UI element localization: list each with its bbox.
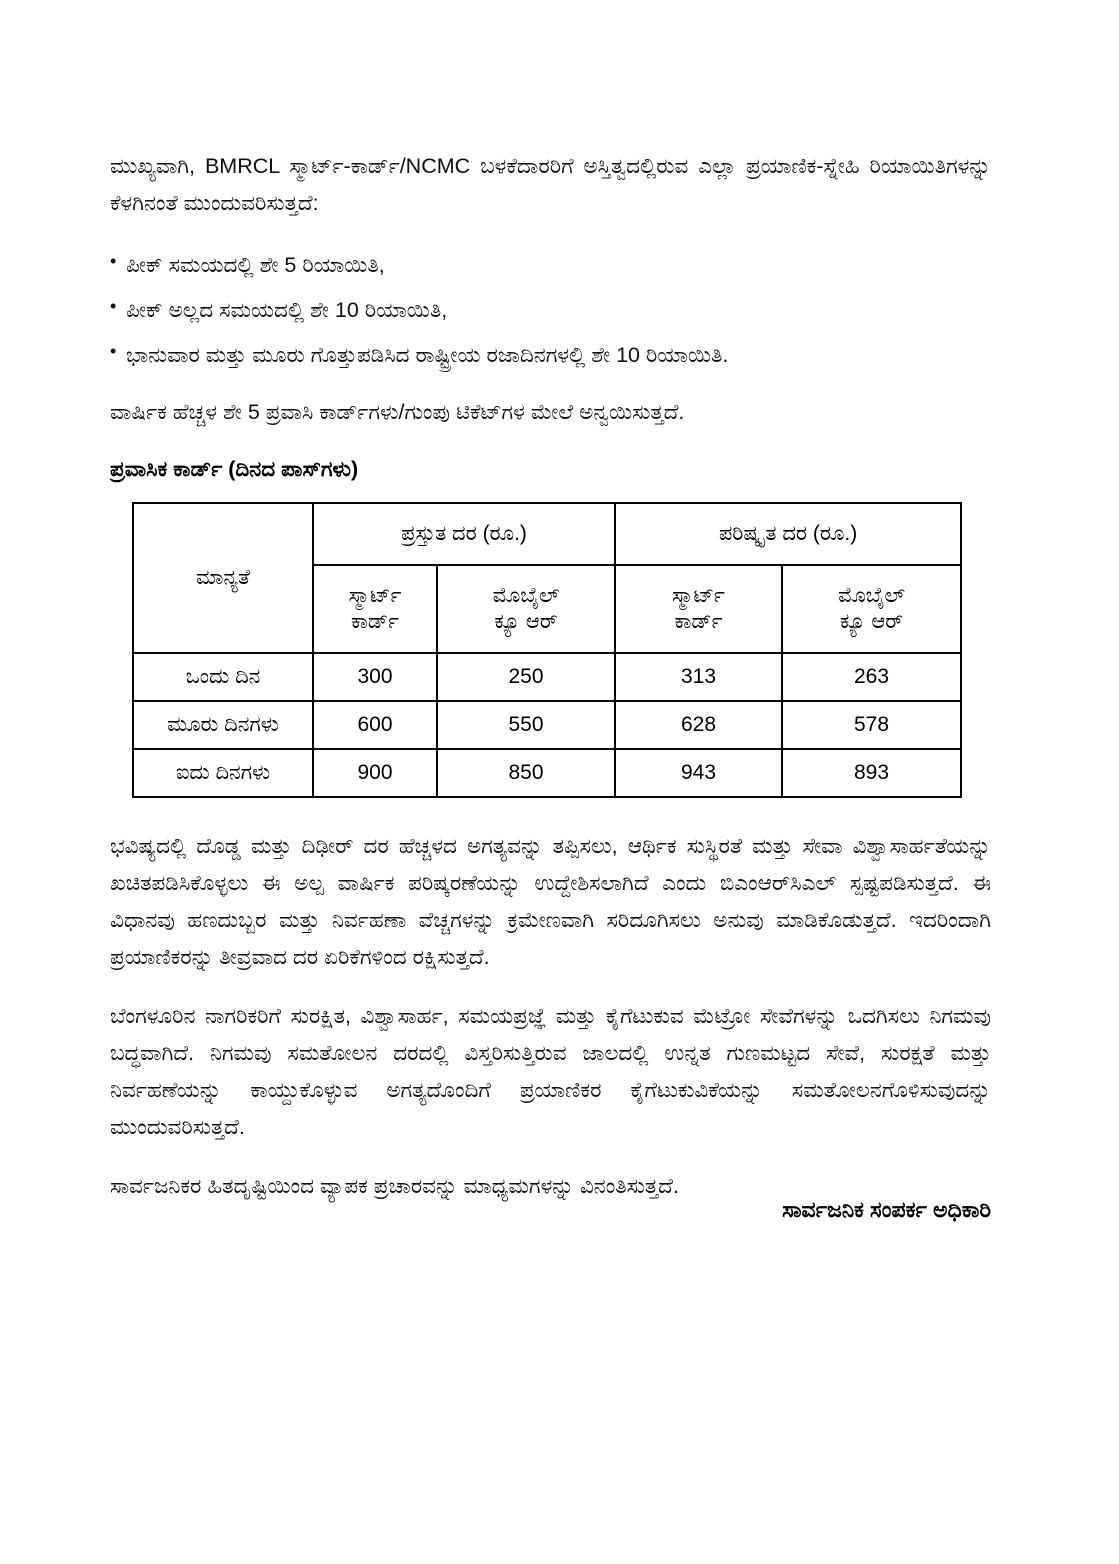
table-row: ಮೂರು ದಿನಗಳು 600 550 628 578: [132, 700, 963, 751]
header-validity: ಮಾನ್ಯತೆ: [132, 502, 314, 655]
cell-validity: ಒಂದು ದಿನ: [132, 652, 314, 703]
annual-increase-note: ವಾರ್ಷಿಕ ಹೆಚ್ಚಳ ಶೇ 5 ಪ್ರವಾಸಿ ಕಾರ್ಡ್‌ಗಳು/ಗ…: [110, 400, 685, 425]
table-body: ಒಂದು ದಿನ 300 250 313 263 ಮೂರು ದಿನಗಳು 600…: [132, 652, 963, 799]
cell-revised-smart-card: 943: [614, 748, 783, 799]
fare-table-heading: ಪ್ರವಾಸಿಕ ಕಾರ್ಡ್ (ದಿನದ ಪಾಸ್‌ಗಳು): [110, 457, 359, 482]
cell-current-smart-card: 300: [312, 652, 438, 703]
cell-revised-mobile-qr: 893: [780, 748, 963, 799]
bullet-sunday-holiday-discount: ಭಾನುವಾರ ಮತ್ತು ಮೂರು ಗೊತ್ತುಪಡಿಸಿದ ರಾಷ್ಟ್ರೀ…: [110, 337, 991, 373]
smart-card-label-line1: ಸ್ಮಾರ್ಟ್: [672, 583, 725, 607]
cell-revised-smart-card: 313: [614, 652, 783, 703]
bullet-peak-discount: ಪೀಕ್ ಸಮಯದಲ್ಲಿ ಶೇ 5 ರಿಯಾಯಿತಿ,: [110, 247, 991, 283]
header-revised-smart-card: ಸ್ಮಾರ್ಟ್ ಕಾರ್ಡ್: [614, 564, 783, 655]
cell-revised-mobile-qr: 578: [780, 700, 963, 751]
mobile-qr-label-line1: ಮೊಬೈಲ್: [838, 583, 905, 607]
mobile-qr-label-line2: ಕ್ಯೂ ಆರ್: [839, 610, 904, 634]
cell-current-smart-card: 600: [312, 700, 438, 751]
header-revised-rate: ಪರಿಷ್ಕೃತ ದರ (ರೂ.): [613, 502, 963, 567]
smart-card-label-line2: ಕಾರ್ಡ್: [351, 610, 399, 634]
bullet-offpeak-discount: ಪೀಕ್ ಅಲ್ಲದ ಸಮಯದಲ್ಲಿ ಶೇ 10 ರಿಯಾಯಿತಿ,: [110, 292, 991, 328]
cell-validity: ಐದು ದಿನಗಳು: [132, 748, 314, 799]
header-current-rate: ಪ್ರಸ್ತುತ ದರ (ರೂ.): [312, 502, 616, 567]
fare-table-container: ಮಾನ್ಯತೆ ಪ್ರಸ್ತುತ ದರ (ರೂ.) ಪರಿಷ್ಕೃತ ದರ (ರ…: [132, 502, 991, 799]
cell-current-smart-card: 900: [312, 748, 438, 799]
cell-validity: ಮೂರು ದಿನಗಳು: [132, 700, 314, 751]
smart-card-label-line2: ಕಾರ್ಡ್: [674, 610, 723, 634]
tourist-card-fare-table: ಮಾನ್ಯತೆ ಪ್ರಸ್ತುತ ದರ (ರೂ.) ಪರಿಷ್ಕೃತ ದರ (ರ…: [132, 502, 963, 799]
cell-current-mobile-qr: 250: [436, 652, 616, 703]
cell-revised-mobile-qr: 263: [780, 652, 963, 703]
cell-current-mobile-qr: 850: [436, 748, 616, 799]
cell-current-mobile-qr: 550: [436, 700, 616, 751]
table-row: ಐದು ದಿನಗಳು 900 850 943 893: [132, 748, 963, 799]
cell-revised-smart-card: 628: [614, 700, 783, 751]
header-revised-mobile-qr: ಮೊಬೈಲ್ ಕ್ಯೂ ಆರ್: [780, 564, 963, 655]
body-paragraph-commitment: ಬೆಂಗಳೂರಿನ ನಾಗರಿಕರಿಗೆ ಸುರಕ್ಷಿತ, ವಿಶ್ವಾಸಾರ…: [110, 1004, 991, 1140]
lead-paragraph: ಮುಖ್ಯವಾಗಿ, BMRCL ಸ್ಮಾರ್ಟ್-ಕಾರ್ಡ್/NCMC ಬಳ…: [110, 154, 991, 215]
table-header-row-groups: ಮಾನ್ಯತೆ ಪ್ರಸ್ತುತ ದರ (ರೂ.) ಪರಿಷ್ಕೃತ ದರ (ರ…: [132, 502, 963, 655]
header-current-mobile-qr: ಮೊಬೈಲ್ ಕ್ಯೂ ಆರ್: [436, 564, 616, 655]
mobile-qr-label-line1: ಮೊಬೈಲ್: [492, 583, 560, 607]
discount-bullet-list: ಪೀಕ್ ಸಮಯದಲ್ಲಿ ಶೇ 5 ರಿಯಾಯಿತಿ, ಪೀಕ್ ಅಲ್ಲದ …: [110, 247, 991, 373]
header-current-smart-card: ಸ್ಮಾರ್ಟ್ ಕಾರ್ಡ್: [312, 564, 438, 655]
mobile-qr-label-line2: ಕ್ಯೂ ಆರ್: [494, 610, 558, 634]
table-header-row-subgroups: ಸ್ಮಾರ್ಟ್ ಕಾರ್ಡ್ ಮೊಬೈಲ್ ಕ್ಯೂ ಆರ್ ಸ್ಮಾರ್ಟ್…: [133, 564, 963, 655]
table-row: ಒಂದು ದಿನ 300 250 313 263: [132, 652, 963, 703]
table-header: ಮಾನ್ಯತೆ ಪ್ರಸ್ತುತ ದರ (ರೂ.) ಪರಿಷ್ಕೃತ ದರ (ರ…: [132, 502, 963, 655]
body-paragraph-media-request: ಸಾರ್ವಜನಿಕರ ಹಿತದೃಷ್ಟಿಯಿಂದ ವ್ಯಾಪಕ ಪ್ರಚಾರವನ…: [110, 1174, 679, 1199]
body-paragraph-rationale: ಭವಿಷ್ಯದಲ್ಲಿ ದೊಡ್ಡ ಮತ್ತು ದಿಢೀರ್ ದರ ಹೆಚ್ಚಳ…: [110, 834, 991, 970]
smart-card-label-line1: ಸ್ಮಾರ್ಟ್: [348, 583, 402, 607]
signature-designation: ಸಾರ್ವಜನಿಕ ಸಂಪರ್ಕ ಅಧಿಕಾರಿ: [782, 1197, 991, 1222]
